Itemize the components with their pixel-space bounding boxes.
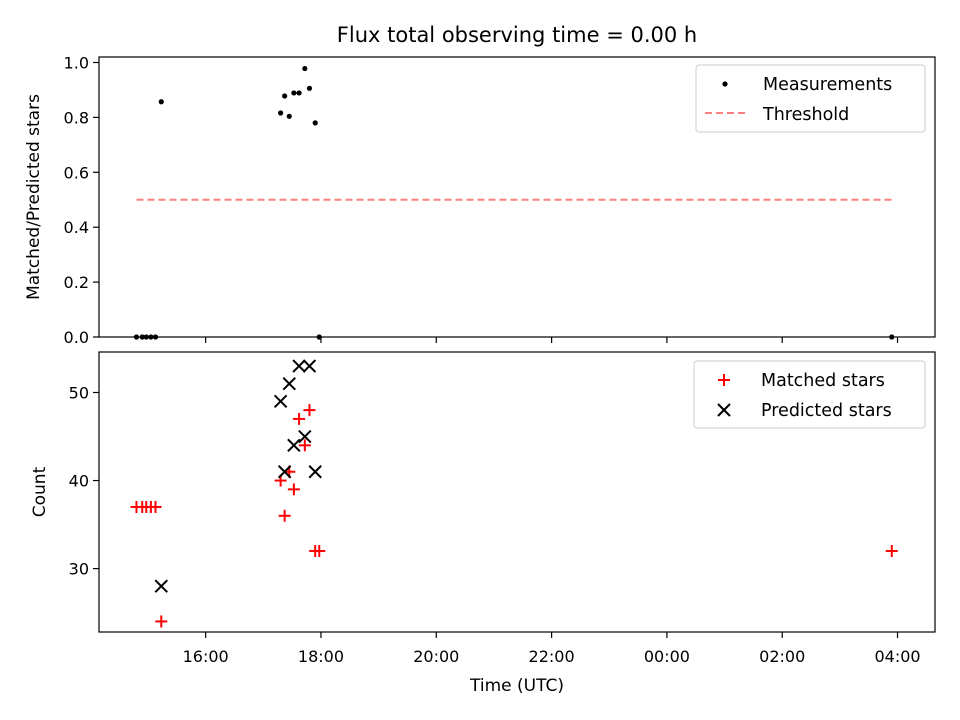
top-ytick-label-0: 0.0 [64, 328, 89, 347]
legend-label-predicted: Predicted stars [761, 401, 892, 421]
chart-title: Flux total observing time = 0.00 h [337, 23, 697, 47]
measurements-point-11 [302, 65, 308, 72]
predicted-stars-point-4 [287, 438, 301, 453]
xtick-label-0: 16:00 [183, 647, 229, 666]
matched-stars-point-4 [149, 500, 162, 513]
top-axes-frame [98, 56, 936, 338]
bottom-ytick-label-1: 40 [69, 472, 89, 491]
measurements-point-5 [158, 99, 164, 105]
predicted-stars-point-1 [273, 394, 288, 409]
matched-stars-point-10 [293, 412, 306, 425]
xtick-label-6: 04:00 [874, 647, 920, 666]
matched-stars-point-7 [278, 509, 291, 522]
matched-stars-point-11 [298, 439, 311, 452]
bottom-legend-box [693, 360, 926, 429]
predicted-stars-point-7 [302, 359, 317, 373]
xtick-label-5: 02:00 [759, 647, 805, 666]
measurements-point-6 [278, 110, 284, 116]
measurements-point-9 [291, 90, 297, 96]
top-yticks: 0.0 0.2 0.4 0.6 0.8 1.0 [64, 53, 99, 347]
bottom-legend: Matched stars Predicted stars [693, 360, 926, 429]
xtick-label-4: 00:00 [644, 647, 690, 666]
legend-label-threshold: Threshold [762, 105, 849, 125]
predicted-stars-point-2 [277, 465, 292, 479]
legend-marker-predicted [717, 403, 731, 417]
top-plot-area [133, 65, 895, 340]
measurements-point-10 [296, 90, 302, 96]
top-xticks [205, 337, 899, 343]
legend-label-matched: Matched stars [761, 371, 885, 391]
xtick-label-3: 22:00 [529, 647, 575, 666]
legend-label-measurements: Measurements [763, 75, 892, 95]
bottom-plot-area [130, 359, 898, 628]
top-legend-box [695, 64, 926, 133]
legend-marker-matched [718, 374, 730, 386]
matched-stars-point-9 [287, 483, 300, 496]
bottom-ytick-label-2: 50 [69, 384, 89, 403]
predicted-stars-point-8 [308, 465, 322, 479]
top-ytick-label-2: 0.4 [64, 218, 89, 237]
matched-stars-point-5 [155, 615, 168, 628]
bottom-axes-frame [98, 351, 936, 633]
xtick-label-1: 18:00 [298, 647, 344, 666]
bottom-ytick-label-0: 30 [69, 560, 89, 579]
matched-stars-point-14 [313, 544, 326, 557]
predicted-stars-point-6 [298, 429, 312, 444]
bottom-ylabel: Count [30, 466, 50, 517]
top-ytick-label-4: 0.8 [64, 108, 89, 127]
bottom-xlabel: Time (UTC) [469, 676, 564, 696]
predicted-stars-point-5 [292, 359, 306, 373]
measurements-point-13 [312, 120, 318, 126]
xtick-label-2: 20:00 [413, 647, 459, 666]
measurements-point-12 [306, 85, 313, 91]
predicted-stars-point-0 [154, 579, 168, 593]
bottom-yticks: 30 40 50 [69, 384, 99, 579]
top-ytick-label-1: 0.2 [64, 273, 89, 292]
matched-stars-point-12 [303, 404, 316, 417]
legend-marker-measurements [722, 81, 728, 87]
matched-stars-point-15 [885, 544, 898, 557]
top-legend: Measurements Threshold [695, 64, 926, 133]
measurements-point-8 [286, 113, 292, 119]
top-ylabel: Matched/Predicted stars [24, 94, 44, 300]
top-ytick-label-3: 0.6 [64, 163, 89, 182]
bottom-xticks: 16:00 18:00 20:00 22:00 00:00 02:00 04:00 [183, 632, 921, 666]
predicted-stars-point-3 [282, 376, 296, 391]
top-ytick-label-5: 1.0 [64, 53, 89, 72]
measurements-point-7 [282, 93, 288, 99]
